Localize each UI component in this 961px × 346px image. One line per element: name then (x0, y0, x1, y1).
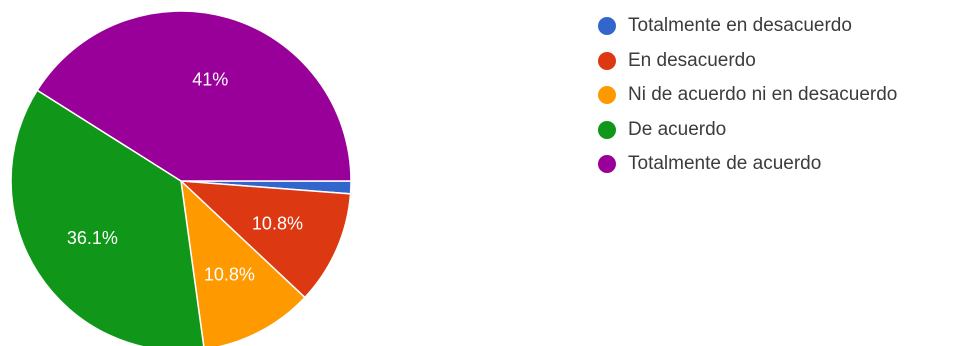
legend-item-en-desacuerdo: En desacuerdo (598, 44, 897, 79)
legend-item-totalmente-de-acuerdo: Totalmente de acuerdo (598, 147, 897, 182)
data-label-totalmente-de-acuerdo: 41% (192, 70, 228, 90)
legend-item-totalmente-en-desacuerdo: Totalmente en desacuerdo (598, 9, 897, 44)
legend-label: En desacuerdo (628, 49, 756, 71)
legend: Totalmente en desacuerdo En desacuerdo Ni … (598, 9, 897, 182)
data-label-de-acuerdo: 36.1% (67, 228, 118, 248)
legend-swatch-icon (598, 120, 616, 139)
pie-data-labels: 10.8% 10.8% 36.1% 41% (67, 70, 303, 285)
legend-label: Totalmente de acuerdo (628, 153, 822, 175)
legend-label: De acuerdo (628, 118, 727, 140)
pie-slices (10, 10, 352, 346)
pie-slice-en-desacuerdo (178, 180, 352, 299)
legend-swatch-icon (598, 17, 616, 36)
legend-swatch-icon (598, 86, 616, 105)
data-label-ni-de-acuerdo-ni-en-desacuerdo: 10.8% (204, 265, 255, 285)
legend-item-ni-de-acuerdo-ni-en-desacuerdo: Ni de acuerdo ni en desacuerdo (598, 78, 897, 113)
pie-slice-totalmente-de-acuerdo (36, 10, 352, 182)
legend-swatch-icon (598, 155, 616, 174)
legend-item-de-acuerdo: De acuerdo (598, 113, 897, 148)
legend-label: Totalmente en desacuerdo (628, 15, 852, 37)
legend-label: Ni de acuerdo ni en desacuerdo (628, 84, 898, 106)
data-label-en-desacuerdo: 10.8% (252, 214, 303, 234)
legend-swatch-icon (598, 51, 616, 70)
pie-slice-de-acuerdo (10, 89, 205, 346)
pie-slice-ni-de-acuerdo-ni-en-desacuerdo (179, 178, 306, 346)
